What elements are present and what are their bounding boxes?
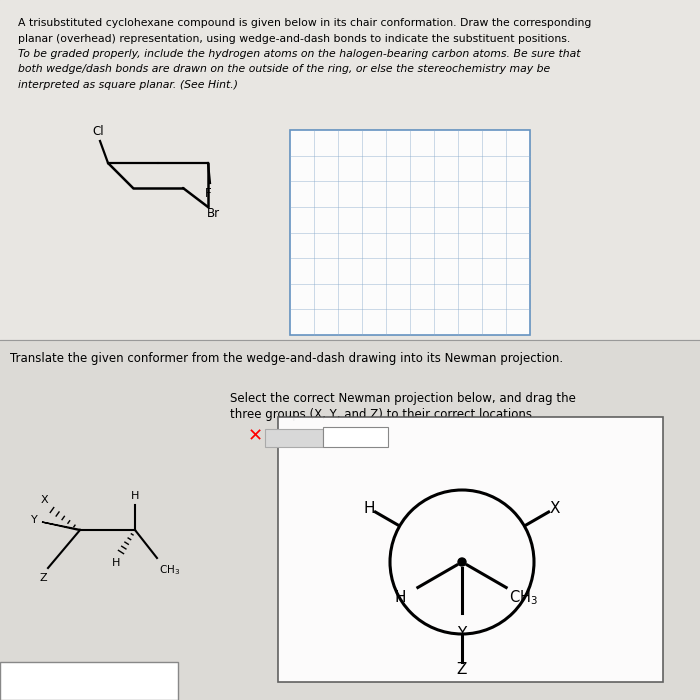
Text: H: H	[131, 491, 139, 501]
Bar	[0, 662, 178, 700]
Bar	[323, 427, 388, 447]
Text: Select the correct Newman projection below, and drag the: Select the correct Newman projection bel…	[230, 392, 576, 405]
Text: Z: Z	[457, 662, 467, 676]
Text: Incorrect.: Incorrect.	[6, 668, 59, 678]
Text: Z: Z	[39, 573, 47, 583]
Bar	[0, 340, 700, 700]
Polygon shape	[42, 522, 83, 530]
Text: H: H	[395, 590, 406, 605]
Text: The relative orientation of: The relative orientation of	[6, 682, 151, 692]
Text: CH$_3$: CH$_3$	[509, 588, 538, 607]
Text: both wedge/dash bonds are drawn on the outside of the ring, or else the stereoch: both wedge/dash bonds are drawn on the o…	[18, 64, 550, 74]
Bar	[0, 0, 700, 340]
Text: Y: Y	[457, 626, 467, 641]
Text: ✕: ✕	[247, 427, 262, 445]
Text: Translate the given conformer from the wedge-and-dash drawing into its Newman pr: Translate the given conformer from the w…	[10, 352, 563, 365]
Bar	[278, 417, 663, 682]
Text: F: F	[204, 187, 211, 200]
Text: H: H	[112, 558, 120, 568]
Text: staggered: staggered	[326, 432, 386, 442]
Bar	[265, 429, 323, 447]
Text: To be graded properly, include the hydrogen atoms on the halogen-bearing carbon : To be graded properly, include the hydro…	[18, 49, 580, 59]
Text: three groups (X, Y, and Z) to their correct locations.: three groups (X, Y, and Z) to their corr…	[230, 408, 536, 421]
Text: CH$_3$: CH$_3$	[159, 563, 180, 577]
Text: eclipsed: eclipsed	[272, 433, 316, 443]
Text: Cl: Cl	[92, 125, 104, 138]
Bar	[290, 130, 530, 335]
Text: A trisubstituted cyclohexane compound is given below in its chair conformation. : A trisubstituted cyclohexane compound is…	[18, 18, 592, 28]
Text: Y: Y	[31, 515, 37, 525]
Text: H: H	[363, 501, 375, 516]
Text: planar (overhead) representation, using wedge-and-dash bonds to indicate the sub: planar (overhead) representation, using …	[18, 34, 570, 43]
Circle shape	[458, 558, 466, 566]
Text: interpreted as square planar. (See Hint.): interpreted as square planar. (See Hint.…	[18, 80, 238, 90]
Text: X: X	[550, 501, 560, 516]
Text: X: X	[40, 495, 48, 505]
Text: Br: Br	[206, 207, 220, 220]
